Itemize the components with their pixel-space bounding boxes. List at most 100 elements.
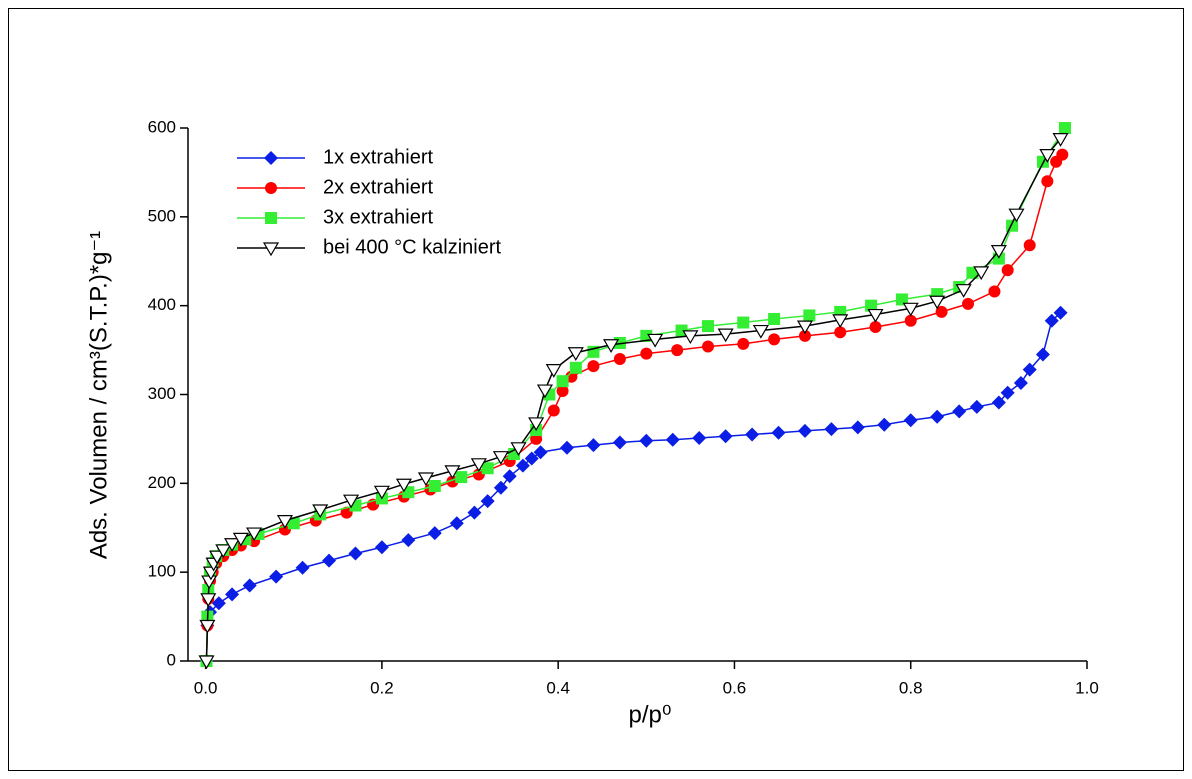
- data-point: [373, 485, 390, 500]
- data-point: [428, 479, 441, 492]
- data-point: [545, 364, 562, 378]
- data-point: [1022, 362, 1037, 377]
- data-point: [533, 445, 548, 460]
- data-point: [865, 299, 878, 312]
- data-point: [449, 516, 464, 531]
- data-point: [1052, 133, 1069, 147]
- data-point: [502, 469, 517, 484]
- data-point: [969, 399, 984, 414]
- x-axis-label: p/p⁰: [629, 701, 672, 728]
- data-point: [536, 384, 554, 399]
- data-point: [1013, 375, 1028, 390]
- data-point: [935, 305, 948, 318]
- data-point: [295, 560, 310, 575]
- data-point: [559, 440, 574, 455]
- data-point: [492, 451, 509, 465]
- data-point: [202, 566, 219, 581]
- x-tick-label: 0.2: [370, 678, 394, 697]
- data-point: [246, 527, 263, 542]
- legend-marker: [264, 151, 278, 165]
- frame: [8, 8, 1184, 771]
- data-point: [427, 526, 442, 541]
- data-point: [904, 314, 917, 327]
- legend-marker: [265, 182, 277, 194]
- x-tick-label: 0.0: [194, 678, 218, 697]
- data-point: [718, 429, 733, 444]
- data-point: [803, 309, 816, 322]
- data-point: [1023, 239, 1036, 252]
- data-point: [665, 432, 680, 447]
- y-tick-label: 0: [167, 650, 176, 669]
- data-point: [717, 328, 734, 343]
- data-point: [1044, 313, 1059, 328]
- data-point: [737, 316, 750, 329]
- x-tick-label: 0.4: [546, 678, 570, 697]
- data-point: [647, 333, 664, 348]
- x-tick-label: 0.8: [899, 678, 923, 697]
- data-point: [515, 458, 530, 473]
- data-point: [797, 423, 812, 438]
- data-point: [929, 295, 946, 310]
- data-point: [209, 550, 226, 565]
- y-tick-label: 500: [148, 206, 176, 225]
- data-point: [556, 384, 569, 397]
- data-point: [493, 480, 508, 495]
- data-point: [1008, 208, 1025, 223]
- y-tick-label: 400: [148, 295, 176, 314]
- data-point: [952, 404, 967, 419]
- data-point: [990, 244, 1007, 259]
- data-point: [569, 361, 582, 374]
- data-point: [480, 494, 495, 509]
- x-tick-label: 0.6: [723, 678, 747, 697]
- data-point: [1041, 175, 1054, 188]
- data-point: [955, 284, 972, 298]
- data-point: [692, 431, 707, 446]
- legend-label: 3x extrahiert: [323, 206, 433, 228]
- data-point: [895, 293, 908, 306]
- data-point: [768, 333, 781, 346]
- data-point: [215, 544, 232, 559]
- data-point: [745, 427, 760, 442]
- legend-label: 1x extrahiert: [323, 146, 433, 168]
- data-point: [824, 422, 839, 437]
- data-point: [930, 409, 945, 424]
- data-point: [640, 347, 653, 360]
- data-point: [225, 587, 240, 602]
- data-point: [232, 532, 249, 547]
- data-point: [467, 505, 482, 520]
- data-point: [771, 425, 786, 440]
- data-point: [348, 546, 363, 561]
- data-point: [1056, 148, 1069, 161]
- data-point: [322, 553, 337, 568]
- data-point: [343, 494, 360, 509]
- data-point: [510, 442, 527, 456]
- data-point: [640, 329, 653, 342]
- data-point: [199, 619, 216, 634]
- data-point: [1053, 305, 1068, 320]
- data-point: [834, 326, 847, 339]
- data-point: [374, 540, 389, 555]
- data-point: [198, 655, 215, 670]
- data-point: [768, 312, 781, 325]
- data-point: [470, 458, 487, 472]
- y-tick-label: 100: [148, 562, 176, 581]
- data-point: [1058, 122, 1071, 134]
- data-point: [877, 417, 892, 432]
- data-point: [312, 504, 329, 519]
- data-point: [481, 462, 494, 475]
- data-point: [567, 347, 584, 361]
- legend-label: 2x extrahiert: [323, 176, 433, 198]
- data-point: [547, 404, 560, 417]
- data-point: [395, 478, 412, 493]
- data-point: [613, 352, 626, 365]
- data-point: [973, 266, 990, 281]
- data-point: [682, 330, 699, 345]
- data-point: [988, 285, 1001, 298]
- y-tick-label: 300: [148, 384, 176, 403]
- data-point: [752, 324, 769, 339]
- data-point: [612, 435, 627, 450]
- data-point: [962, 297, 975, 310]
- data-point: [242, 578, 257, 593]
- legend-marker: [262, 242, 280, 257]
